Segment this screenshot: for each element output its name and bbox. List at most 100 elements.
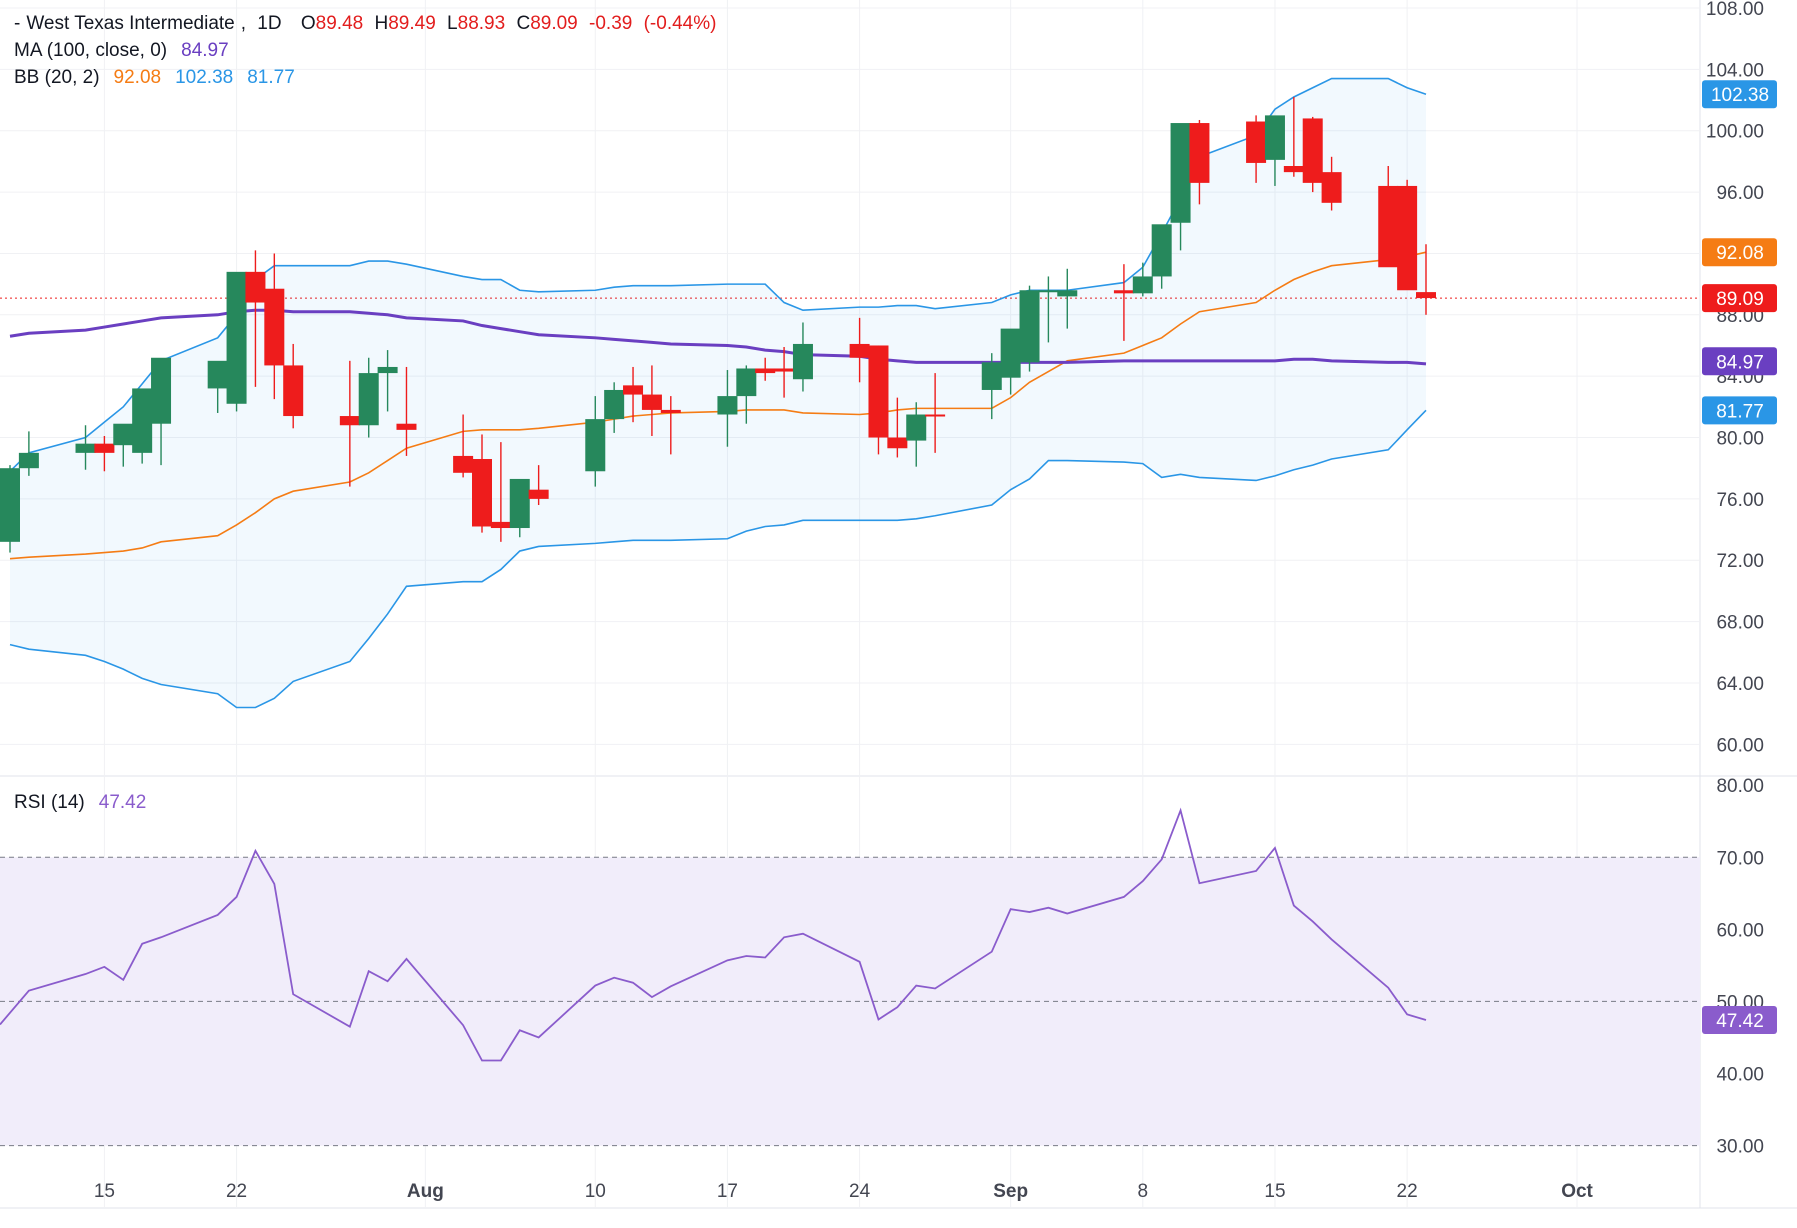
symbol-title[interactable]: West Texas Intermediate [26, 13, 235, 34]
change-value: -0.39 [589, 13, 633, 34]
badge-last-price-text: 89.09 [1716, 289, 1764, 310]
candle-body [1170, 123, 1191, 223]
rsi-tick-label: 60.00 [1716, 920, 1764, 941]
candle-body [1000, 328, 1021, 378]
badge-bb-basis-bg [1702, 238, 1777, 267]
date-tick-label: 8 [1138, 1181, 1149, 1202]
ohlc-close: C89.09 [516, 13, 578, 34]
badge-bb-upper-text: 102.38 [1711, 85, 1769, 106]
badge-rsi-bg [1702, 1006, 1777, 1035]
legend-ma[interactable]: MA (100, close, 0) 84.97 [14, 40, 235, 62]
bollinger-bands [9, 77, 1427, 709]
bb-fill [10, 78, 1426, 708]
candle-body [453, 455, 474, 473]
candle-body [585, 419, 606, 472]
price-tick-label: 64.00 [1716, 674, 1764, 695]
rsi-value: 47.42 [98, 792, 147, 813]
price-tick-label: 100.00 [1706, 122, 1764, 143]
ma-label: MA (100, close, 0) [14, 40, 168, 61]
candle-body [490, 521, 511, 529]
candle-body [207, 360, 228, 389]
candle-body [358, 373, 379, 426]
candle-body [1113, 290, 1134, 294]
candle-body [717, 396, 738, 415]
candle-body [1151, 224, 1172, 277]
candle-body [1397, 185, 1418, 291]
candle-body [736, 368, 757, 397]
date-tick-label: 22 [226, 1181, 247, 1202]
candle-body [755, 368, 776, 374]
candle-body [75, 443, 96, 453]
badge-last-price-bg [1702, 284, 1777, 313]
candle-body [1132, 276, 1153, 294]
price-tick-label: 108.00 [1706, 0, 1764, 20]
candle-body [132, 388, 153, 453]
candle-body [339, 416, 360, 426]
ohlc-high: H89.49 [374, 13, 436, 34]
candle-body [604, 389, 625, 420]
date-tick-label: 24 [849, 1181, 871, 1202]
rsi-tick-label: 30.00 [1716, 1137, 1764, 1158]
close-value: 89.09 [530, 13, 578, 34]
badge-bb-basis-text: 92.08 [1716, 243, 1764, 264]
candle-body [1189, 123, 1210, 183]
candle-body [1378, 185, 1399, 268]
candle-body [792, 343, 813, 380]
candle-body [264, 288, 285, 366]
badge-rsi-text: 47.42 [1716, 1011, 1764, 1032]
bb-lower-value: 81.77 [247, 67, 295, 88]
candle-body [245, 271, 266, 303]
ohlc-low: L88.93 [447, 13, 506, 34]
candle-body [868, 345, 889, 438]
candle-body [377, 366, 398, 374]
candle-body [623, 385, 644, 395]
candle-body [849, 343, 870, 358]
badge-ma-bg [1702, 347, 1777, 376]
candle-body [906, 414, 927, 441]
candle-body [396, 423, 417, 430]
rsi-line [0, 807, 1427, 1062]
price-tick-label: 60.00 [1716, 735, 1764, 756]
candles [0, 96, 1436, 553]
rsi-tick-label: 40.00 [1716, 1065, 1764, 1086]
bb-upper-value: 102.38 [175, 67, 234, 88]
badge-bb-upper-bg [1702, 80, 1777, 109]
high-value: 89.49 [388, 13, 436, 34]
ma-line [9, 308, 1427, 366]
candle-body [660, 409, 681, 413]
candle-body [94, 443, 115, 453]
price-tick-label: 96.00 [1716, 183, 1764, 204]
candle-body [1057, 290, 1078, 297]
candle-body [151, 357, 172, 424]
price-tick-label: 104.00 [1706, 60, 1764, 81]
badge-ma-text: 84.97 [1716, 352, 1764, 373]
rsi-tick-label: 80.00 [1716, 776, 1764, 797]
candle-body [18, 452, 39, 469]
candle-body [925, 414, 946, 417]
candle-body [528, 489, 549, 499]
badge-bb-lower-text: 81.77 [1716, 401, 1764, 422]
low-value: 88.93 [457, 13, 506, 34]
candle-body [0, 468, 20, 542]
interval-label[interactable]: 1D [257, 13, 282, 34]
price-tick-label: 80.00 [1716, 429, 1764, 450]
legend-main: - West Texas Intermediate, 1D O89.48 H89.… [14, 13, 717, 34]
legend-rsi[interactable]: RSI (14) 47.42 [14, 792, 152, 814]
candle-body [472, 458, 492, 527]
date-tick-label: 22 [1397, 1181, 1418, 1202]
date-tick-label: Sep [993, 1181, 1028, 1202]
candle-body [283, 365, 304, 417]
moving-average [9, 308, 1427, 366]
rsi-tick-label: 70.00 [1716, 848, 1764, 869]
date-tick-label: Aug [407, 1181, 444, 1202]
candle-body [1321, 172, 1342, 203]
candle-body [1246, 121, 1267, 163]
legend-bb[interactable]: BB (20, 2) 92.08 102.38 81.77 [14, 67, 301, 89]
rsi-pane [0, 807, 1700, 1147]
candle-body [1416, 292, 1436, 299]
open-value: 89.48 [315, 13, 364, 34]
price-badges: 102.38 92.08 89.09 84.97 81.77 47.42 [1702, 80, 1777, 1035]
change-percent: (-0.44%) [643, 13, 717, 34]
